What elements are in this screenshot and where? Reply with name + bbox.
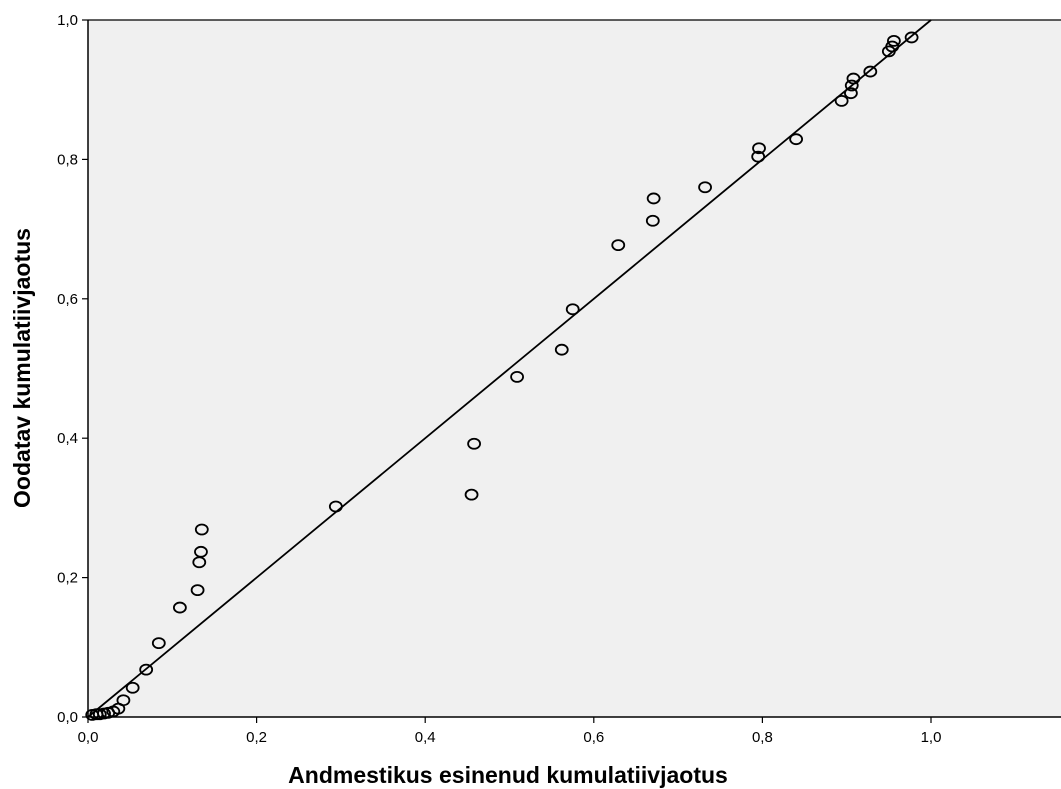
x-axis-ticks: 0,0 0,2 0,4 0,6 0,8 1,0: [78, 717, 942, 746]
data-point: [751, 150, 766, 163]
x-tick-label: 0,8: [752, 729, 773, 746]
x-axis-title: Andmestikus esinenud kumulatiivjaotus: [288, 762, 728, 788]
x-tick-label: 1,0: [921, 729, 942, 746]
reference-line: [87, 19, 932, 718]
data-point: [863, 65, 878, 78]
data-point: [789, 133, 804, 146]
data-point: [645, 214, 660, 227]
data-point: [844, 87, 858, 100]
data-point: [190, 584, 205, 597]
data-point: [834, 94, 849, 107]
y-tick-label: 0,4: [57, 430, 78, 447]
y-tick-label: 0,2: [57, 570, 78, 587]
y-tick-label: 0,8: [57, 151, 78, 168]
data-point: [904, 31, 919, 44]
plot-area: [88, 20, 1061, 717]
data-point: [887, 35, 901, 47]
data-point: [139, 663, 154, 676]
x-tick-label: 0,0: [78, 729, 99, 746]
data-point: [194, 523, 209, 536]
data-point: [698, 181, 712, 194]
x-tick-label: 0,6: [583, 729, 604, 746]
data-point: [844, 79, 859, 92]
data-point: [646, 192, 661, 205]
data-point: [464, 488, 479, 501]
data-point: [151, 637, 166, 650]
data-point: [611, 239, 626, 252]
data-point: [125, 681, 140, 694]
data-point: [467, 437, 481, 450]
y-axis-title: Oodatav kumulatiivjaotus: [9, 228, 35, 508]
x-tick-label: 0,2: [246, 729, 267, 746]
y-tick-label: 0,6: [57, 291, 78, 308]
data-point: [172, 601, 187, 614]
y-tick-label: 0,0: [57, 709, 78, 726]
data-point: [554, 343, 569, 356]
data-point: [510, 370, 524, 383]
data-points: [85, 31, 919, 721]
y-tick-label: 1,0: [57, 12, 78, 29]
data-point: [752, 142, 766, 155]
y-axis-ticks: 0,0 0,2 0,4 0,6 0,8 1,0: [57, 12, 88, 726]
data-point: [194, 545, 208, 558]
x-tick-label: 0,4: [415, 729, 436, 746]
data-point: [565, 303, 580, 316]
data-point: [116, 694, 131, 707]
